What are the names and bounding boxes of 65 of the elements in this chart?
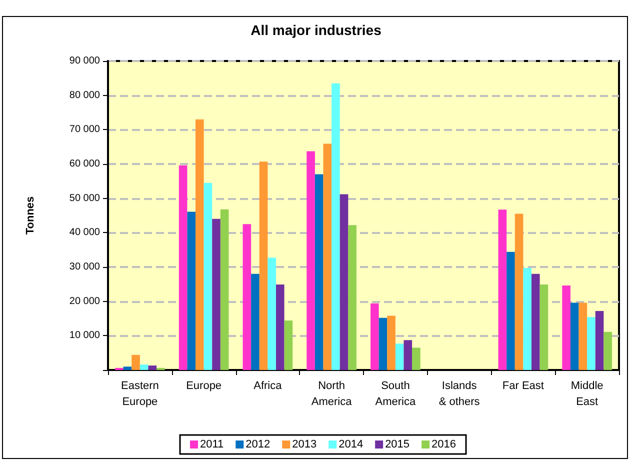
bar [323,144,332,370]
bar [395,344,404,370]
bar [123,366,132,370]
bar [276,284,284,370]
legend-label: 2016 [432,438,456,450]
bar [531,274,540,370]
y-tick-label: 60 000 [69,158,100,170]
bar [140,364,148,370]
bar [132,354,140,370]
bar [251,274,260,370]
x-tick-label: Islands & others [438,380,480,408]
y-tick-label: 80 000 [69,90,100,101]
y-tick-label: 30 000 [69,262,100,272]
y-tick-label: 50 000 [69,192,100,204]
bar [570,302,579,370]
legend-label: 2011 [200,438,224,450]
legend-label: 2013 [292,438,317,450]
y-axis-title: Tonnes [24,196,36,235]
bar [578,302,588,370]
y-tick-label: 10 000 [69,330,100,342]
y-tick-label: 90 000 [69,56,100,66]
bar [196,119,204,370]
bar [404,340,412,370]
legend-label: 2012 [246,438,270,450]
x-tick-label: Africa [254,380,283,392]
bar [340,194,348,370]
y-tick-label: 70 000 [69,124,100,136]
x-tick-label: Far East [502,380,544,392]
bar [604,332,612,370]
x-tick-label: Eastern Europe [120,380,159,408]
bar [306,151,315,370]
bar [259,162,268,370]
x-tick-label: Europe [186,380,222,392]
bar [514,214,524,370]
bar [187,212,196,370]
x-tick-label: South America [375,380,416,408]
bar [332,83,340,370]
y-tick-label: 20 000 [69,296,100,307]
bar [498,210,507,370]
bar [370,303,379,370]
bar [595,310,604,370]
bar [562,286,570,370]
bar [268,258,276,370]
bar [284,320,293,370]
bar [387,316,396,370]
legend-label: 2014 [338,438,364,450]
bar [314,174,324,370]
bar [348,225,356,370]
chart-title: All major industries [250,22,382,38]
bar [148,366,157,370]
bar [204,182,212,370]
bar [412,348,420,370]
bar [587,317,596,370]
y-tick-label: 40 000 [69,227,100,238]
bar [212,218,220,370]
bar [178,165,188,370]
bar [506,252,515,370]
legend-label: 2015 [385,438,410,450]
x-tick-label: North America [311,380,353,408]
bar [220,209,229,370]
bar [242,224,252,370]
x-tick-label: Middle East [570,380,604,408]
bar [523,268,532,370]
bar [540,284,548,370]
bar [378,318,388,370]
